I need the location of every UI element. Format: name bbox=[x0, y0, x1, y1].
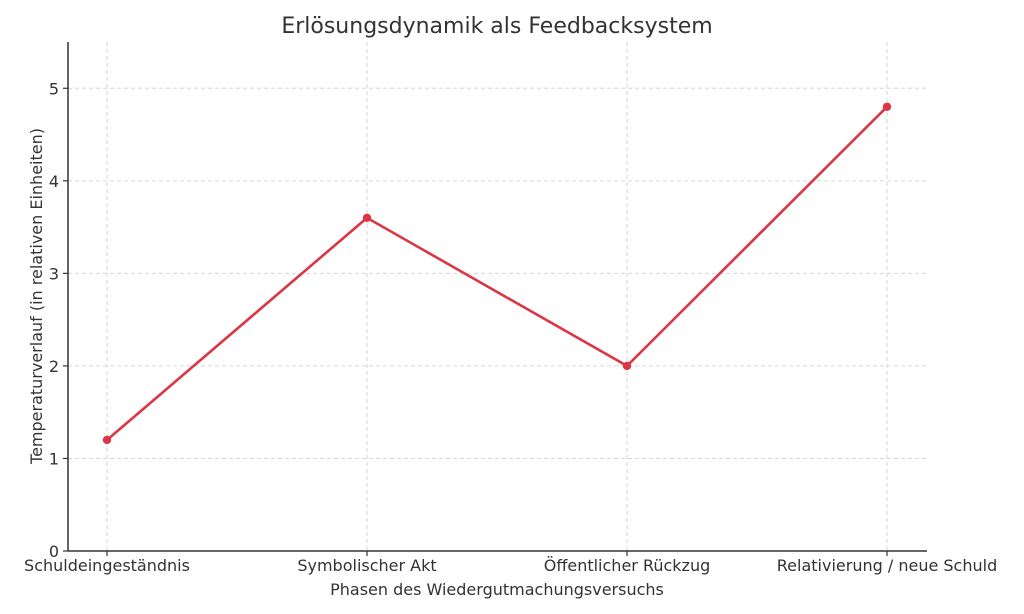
y-tick-label-2: 2 bbox=[49, 357, 59, 376]
chart-title: Erlösungsdynamik als Feedbacksystem bbox=[281, 14, 712, 39]
grid-layer bbox=[68, 42, 927, 551]
series-layer bbox=[102, 102, 892, 445]
y-tick-label-5: 5 bbox=[49, 79, 59, 98]
x-tick-label-3: Relativierung / neue Schuld bbox=[777, 556, 997, 575]
y-tick-label-3: 3 bbox=[49, 264, 59, 283]
y-tick-label-1: 1 bbox=[49, 449, 59, 468]
ticks-layer: 0 1 2 3 4 5 Schuldeingeständnis Symbolischer Ak… bbox=[24, 79, 997, 575]
series-line-0 bbox=[106, 105, 888, 441]
data-point-0-2 bbox=[622, 361, 632, 371]
y-tick-label-4: 4 bbox=[49, 172, 59, 191]
x-tick-label-1: Symbolischer Akt bbox=[297, 556, 436, 575]
x-axis-label: Phasen des Wiedergutmachungsversuchs bbox=[330, 580, 664, 599]
data-point-0-0 bbox=[102, 435, 112, 445]
y-axis-label: Temperaturverlauf (in relativen Einheite… bbox=[27, 128, 46, 465]
x-tick-label-0: Schuldeingeständnis bbox=[24, 556, 190, 575]
data-point-0-3 bbox=[882, 102, 892, 111]
data-point-0-1 bbox=[362, 213, 372, 223]
x-tick-label-2: Öffentlicher Rückzug bbox=[544, 556, 711, 575]
axes bbox=[67, 42, 927, 552]
y-tick-label-0: 0 bbox=[49, 542, 59, 561]
